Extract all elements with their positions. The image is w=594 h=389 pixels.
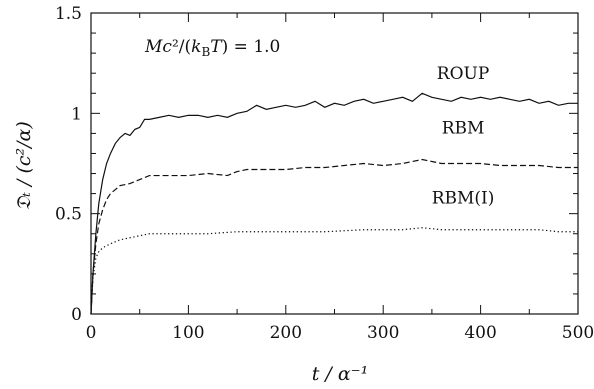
annotation-part: ) [222,37,229,57]
y-tick-label: 1.5 [55,4,82,24]
annotation-part: M [144,37,163,57]
x-tick-label: 0 [86,323,97,343]
series-line-rbm-i [90,227,578,315]
x-tick-label: 500 [562,323,594,343]
x-tick-label: 100 [172,323,204,343]
chart-annotation: Mc²/(kBT) = 1.0 [144,37,280,59]
x-tick-label: 200 [270,323,302,343]
x-tick-label: 400 [464,323,496,343]
annotation-part: ²/( [172,37,191,57]
x-tick-label: 300 [367,323,399,343]
series-line-roup [90,92,578,315]
y-tick-label: 0 [71,305,82,325]
y-tick-label: 1 [71,104,82,124]
annotation-part: B [201,45,210,59]
series-label-rbm: RBM [442,118,485,138]
annotation-part: c [162,37,172,57]
annotation-part: T [210,37,223,57]
y-tick-label: 0.5 [55,205,82,225]
plot-frame [90,12,579,315]
series-label-rbm-i: RBM(I) [432,189,495,209]
annotation-part: = 1.0 [228,37,280,57]
series-line-rbm [90,158,578,315]
y-axis-label: 𝔇ₜ / (c²/α) [13,121,35,211]
plot-area: 0 100 200 300 400 500 0 0.5 1 1.5 ROUP RBM RBM(I) [55,4,594,343]
series-label-roup: ROUP [437,64,490,84]
x-axis-label: t / α⁻¹ [312,363,369,385]
annotation-part: k [191,37,201,57]
